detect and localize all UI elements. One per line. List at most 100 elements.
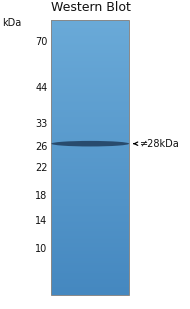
Bar bbox=[51, 54, 129, 55]
Bar bbox=[51, 270, 129, 271]
Bar bbox=[51, 36, 129, 37]
Bar bbox=[51, 115, 129, 116]
Bar bbox=[51, 233, 129, 235]
Bar bbox=[51, 271, 129, 272]
Text: 18: 18 bbox=[35, 191, 48, 201]
Bar bbox=[51, 258, 129, 259]
Bar bbox=[51, 283, 129, 284]
Bar bbox=[51, 117, 129, 118]
Bar bbox=[51, 101, 129, 103]
Bar bbox=[51, 60, 129, 61]
Bar bbox=[51, 214, 129, 215]
Bar bbox=[51, 176, 129, 177]
Bar bbox=[51, 58, 129, 60]
Bar bbox=[51, 281, 129, 282]
Bar bbox=[51, 69, 129, 70]
Text: 44: 44 bbox=[35, 83, 48, 93]
Bar bbox=[51, 243, 129, 244]
Bar bbox=[51, 121, 129, 123]
Bar bbox=[51, 99, 129, 100]
Bar bbox=[51, 161, 129, 162]
Bar bbox=[51, 146, 129, 147]
Bar bbox=[51, 154, 129, 155]
Bar bbox=[51, 35, 129, 36]
Bar bbox=[51, 21, 129, 22]
Bar bbox=[51, 213, 129, 214]
Bar bbox=[51, 225, 129, 226]
Bar bbox=[51, 24, 129, 26]
Bar bbox=[51, 119, 129, 120]
Bar bbox=[51, 175, 129, 176]
Bar bbox=[51, 178, 129, 180]
Bar bbox=[51, 93, 129, 94]
Bar bbox=[51, 149, 129, 150]
Bar bbox=[51, 64, 129, 65]
Bar bbox=[51, 248, 129, 249]
Bar bbox=[51, 20, 129, 295]
Bar bbox=[51, 165, 129, 166]
Bar bbox=[51, 265, 129, 266]
Bar bbox=[51, 68, 129, 70]
Bar bbox=[51, 118, 129, 119]
Bar bbox=[51, 197, 129, 198]
Bar bbox=[51, 269, 129, 270]
Bar bbox=[51, 166, 129, 167]
Bar bbox=[51, 53, 129, 54]
Bar bbox=[51, 66, 129, 67]
Bar bbox=[51, 246, 129, 248]
Bar bbox=[51, 147, 129, 148]
Bar bbox=[51, 57, 129, 58]
Bar bbox=[51, 99, 129, 101]
Bar bbox=[51, 237, 129, 238]
Text: 70: 70 bbox=[35, 37, 48, 47]
Bar bbox=[51, 34, 129, 36]
Bar bbox=[51, 104, 129, 105]
Bar bbox=[51, 56, 129, 57]
Bar bbox=[51, 148, 129, 149]
Bar bbox=[51, 285, 129, 286]
Text: 26: 26 bbox=[35, 142, 48, 152]
Bar bbox=[51, 206, 129, 207]
Bar bbox=[51, 70, 129, 71]
Bar bbox=[51, 277, 129, 279]
Bar bbox=[51, 211, 129, 213]
Bar bbox=[51, 203, 129, 204]
Bar bbox=[51, 286, 129, 287]
Bar bbox=[51, 75, 129, 76]
Bar bbox=[51, 276, 129, 277]
Bar bbox=[51, 229, 129, 230]
Bar bbox=[51, 210, 129, 211]
Bar bbox=[51, 183, 129, 184]
Bar bbox=[51, 294, 129, 295]
Bar bbox=[51, 220, 129, 221]
Bar bbox=[51, 121, 129, 122]
Bar bbox=[51, 180, 129, 181]
Bar bbox=[51, 37, 129, 38]
Bar bbox=[51, 218, 129, 219]
Text: 10: 10 bbox=[35, 244, 48, 254]
Bar bbox=[51, 263, 129, 264]
Bar bbox=[51, 231, 129, 232]
Bar bbox=[51, 167, 129, 169]
Bar bbox=[51, 55, 129, 56]
Bar bbox=[51, 61, 129, 62]
Bar bbox=[51, 85, 129, 86]
Bar bbox=[51, 50, 129, 51]
Bar bbox=[51, 124, 129, 125]
Bar bbox=[51, 259, 129, 260]
Text: 33: 33 bbox=[35, 119, 48, 129]
Bar bbox=[51, 134, 129, 136]
Bar bbox=[51, 43, 129, 44]
Bar bbox=[51, 108, 129, 109]
Bar bbox=[51, 280, 129, 281]
Bar bbox=[51, 49, 129, 50]
Bar bbox=[51, 109, 129, 110]
Bar bbox=[51, 20, 129, 21]
Bar bbox=[51, 277, 129, 278]
Bar bbox=[51, 95, 129, 96]
Bar bbox=[51, 279, 129, 281]
Bar bbox=[51, 173, 129, 174]
Bar bbox=[51, 241, 129, 242]
Bar bbox=[51, 184, 129, 185]
Bar bbox=[51, 185, 129, 186]
